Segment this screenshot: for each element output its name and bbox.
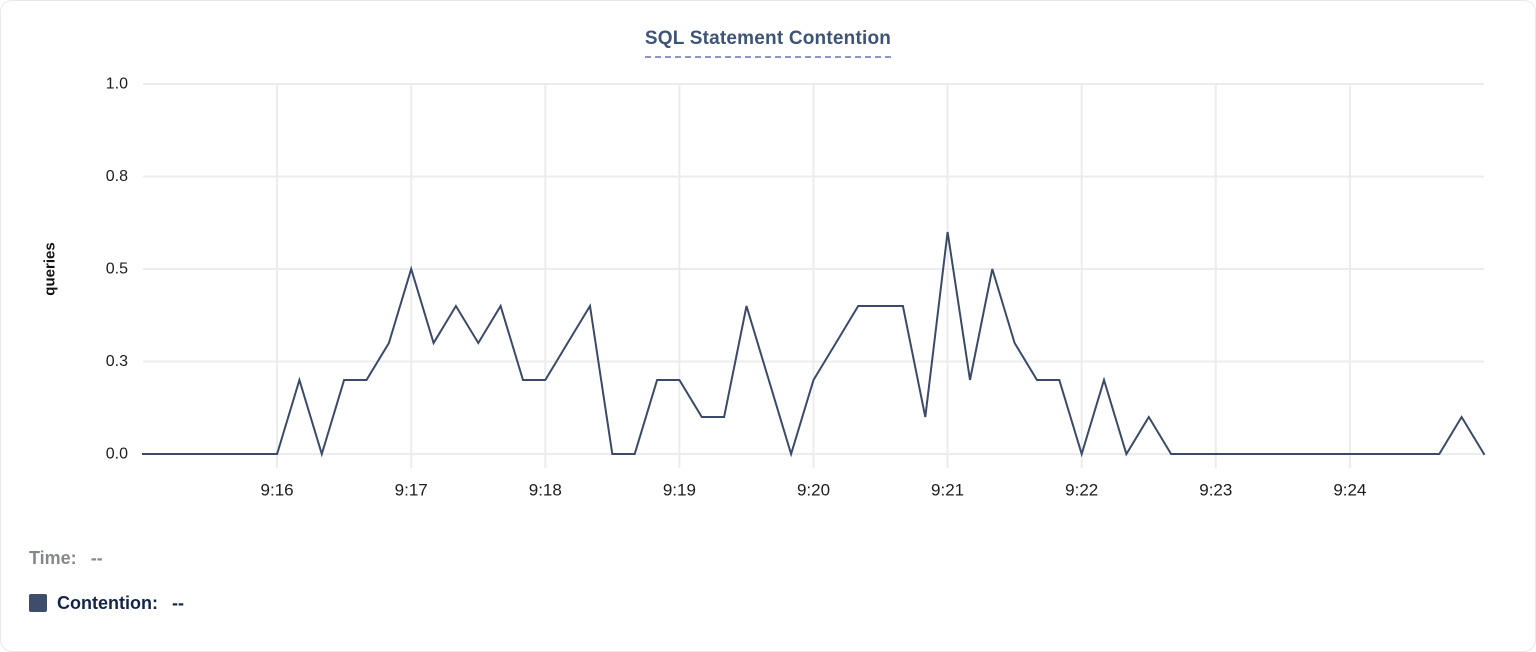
- x-tick-label: 9:16: [261, 481, 294, 500]
- contention-value: --: [171, 592, 184, 613]
- chart-header: SQL Statement Contention: [1, 28, 1535, 58]
- contention-label: Contention:: [57, 592, 158, 613]
- x-tick-label: 9:20: [797, 481, 830, 500]
- legend-contention: Contention: --: [29, 590, 184, 616]
- x-tick-label: 9:17: [395, 481, 428, 500]
- y-tick-label: 0.5: [106, 261, 128, 278]
- x-tick-label: 9:22: [1065, 481, 1098, 500]
- x-tick-label: 9:24: [1333, 481, 1366, 500]
- x-tick-label: 9:18: [529, 481, 562, 500]
- y-tick-label: 1.0: [106, 76, 128, 93]
- x-tick-label: 9:21: [931, 481, 964, 500]
- contention-series-swatch: [29, 594, 47, 612]
- y-axis-title: queries: [42, 242, 59, 295]
- time-value: --: [90, 547, 103, 568]
- contention-chart[interactable]: 0.0 0.3 0.5 0.8 1.0 9:16 9:17 9:18 9:19 9:20 9:21 9…: [1, 1, 1536, 521]
- y-tick-label: 0.0: [106, 446, 128, 463]
- y-tick-label: 0.8: [106, 168, 128, 185]
- time-label: Time:: [29, 547, 77, 568]
- series-line-contention: [142, 231, 1486, 458]
- hover-readout-time: Time: --: [29, 545, 103, 571]
- x-tick-label: 9:19: [663, 481, 696, 500]
- x-tick-label: 9:23: [1199, 481, 1232, 500]
- y-tick-label: 0.3: [106, 353, 128, 370]
- chart-title[interactable]: SQL Statement Contention: [644, 28, 892, 58]
